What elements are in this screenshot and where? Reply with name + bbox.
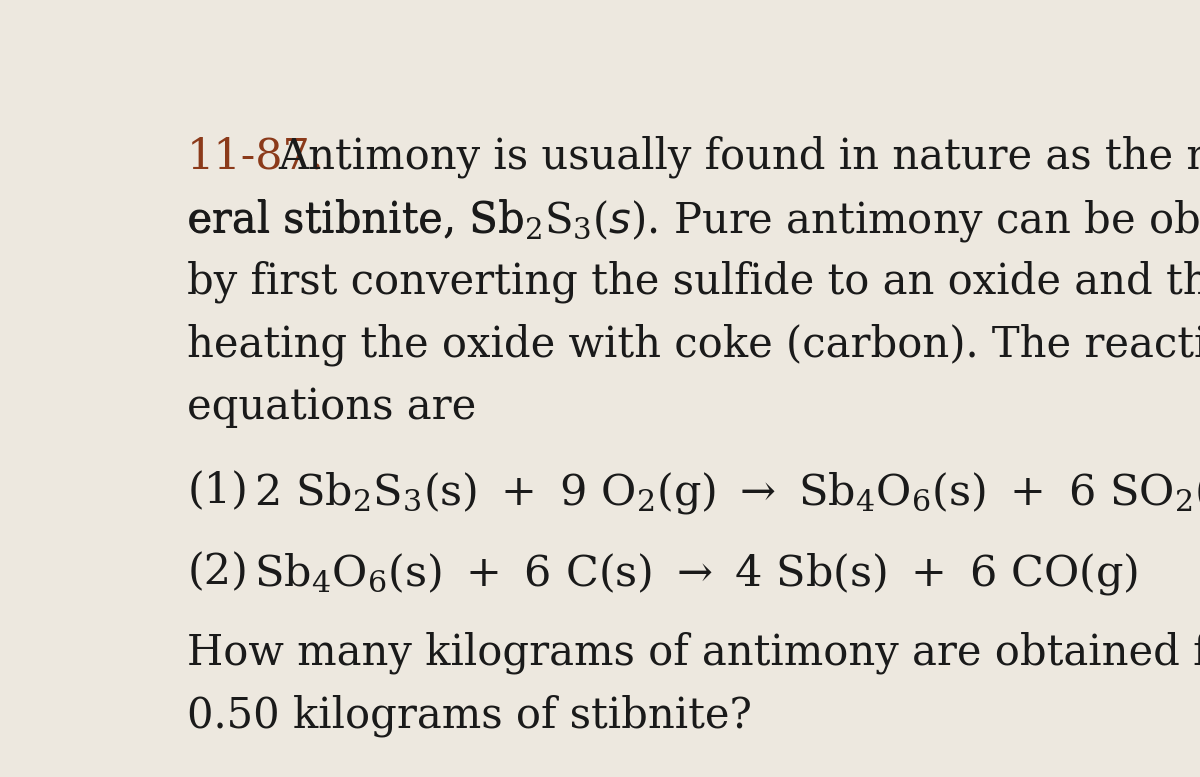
- Text: How many kilograms of antimony are obtained from: How many kilograms of antimony are obtai…: [187, 632, 1200, 674]
- Text: eral stibnite, $\mathregular{Sb_2S_3}$($s$). Pure antimony can be obtained: eral stibnite, $\mathregular{Sb_2S_3}$($…: [187, 198, 1200, 244]
- Text: by first converting the sulfide to an oxide and then: by first converting the sulfide to an ox…: [187, 261, 1200, 303]
- Text: (2): (2): [187, 551, 248, 593]
- Text: heating the oxide with coke (carbon). The reaction: heating the oxide with coke (carbon). Th…: [187, 323, 1200, 366]
- Text: $\mathregular{Sb_4O_6(s)\ +\ 6\ C(s)\ \rightarrow\ 4\ Sb(s)\ +\ 6\ CO(g)}$: $\mathregular{Sb_4O_6(s)\ +\ 6\ C(s)\ \r…: [254, 551, 1139, 597]
- Text: 11-87.: 11-87.: [187, 135, 325, 177]
- Text: eral stibnite, Sb: eral stibnite, Sb: [187, 198, 524, 240]
- Text: $\mathregular{2\ Sb_2S_3(s)\ +\ 9\ O_2(g)\ \rightarrow\ Sb_4O_6(s)\ +\ 6\ SO_2(g: $\mathregular{2\ Sb_2S_3(s)\ +\ 9\ O_2(g…: [254, 470, 1200, 516]
- Text: (1): (1): [187, 470, 248, 512]
- Text: 0.50 kilograms of stibnite?: 0.50 kilograms of stibnite?: [187, 695, 752, 737]
- Text: equations are: equations are: [187, 386, 476, 428]
- Text: Antimony is usually found in nature as the min-: Antimony is usually found in nature as t…: [278, 135, 1200, 178]
